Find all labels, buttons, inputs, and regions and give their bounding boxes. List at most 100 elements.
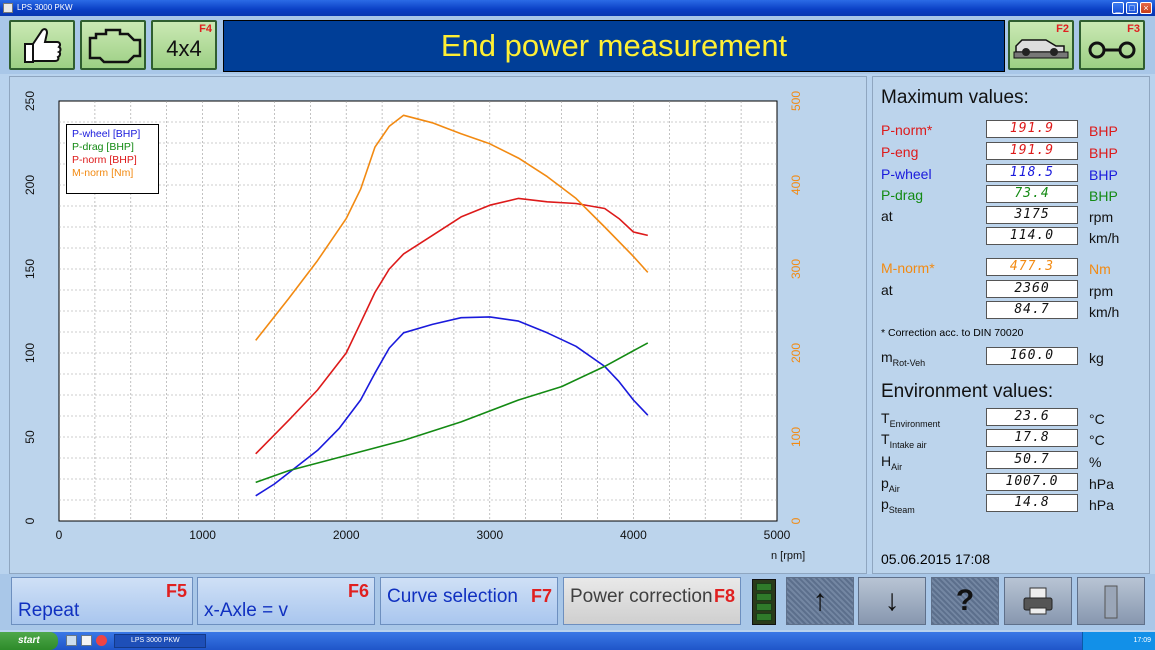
p-eng-row: P-eng 191.9 BHP (881, 142, 1146, 162)
legend-pdrag: P-drag [BHP] (72, 141, 134, 153)
taskbar-app-item[interactable]: LPS 3000 PKW (114, 634, 206, 648)
m-at-rpm-label: at (881, 282, 893, 298)
m-at-rpm-unit: rpm (1089, 283, 1114, 299)
h-air-label: HAir (881, 453, 903, 472)
m-at-kmh-value: 84.7 (986, 301, 1078, 319)
help-button[interactable]: ? (931, 577, 999, 625)
scroll-up-button[interactable]: ↑ (786, 577, 854, 625)
t-env-label: TEnvironment (881, 410, 941, 429)
datetime-stamp: 05.06.2015 17:08 (881, 551, 990, 567)
p-norm-value: 191.9 (986, 120, 1078, 138)
series-line-p-norm-bhp (255, 197, 648, 455)
page-title: End power measurement (223, 20, 1005, 72)
p-air-row: pAir 1007.0 hPa (881, 473, 1146, 494)
p-norm-label: P-norm* (881, 122, 933, 138)
h-air-unit: % (1089, 454, 1102, 470)
printer-icon (1023, 587, 1053, 615)
exit-button[interactable] (1077, 577, 1145, 625)
correction-note: * Correction acc. to DIN 70020 (881, 327, 1024, 339)
drive-4x4-button[interactable]: F4 4x4 (151, 20, 217, 70)
minimize-button[interactable]: _ (1112, 2, 1124, 14)
at-rpm-row: at 3175 rpm (881, 206, 1146, 226)
t-intake-label: TIntake air (881, 431, 927, 450)
p-eng-label: P-eng (881, 144, 919, 160)
y-left-tick-label: 250 (23, 91, 37, 111)
y-right-tick-label: 400 (789, 175, 803, 195)
x-axle-button[interactable]: F6 x-Axle = v (197, 577, 375, 625)
y-left-tick-label: 200 (23, 175, 37, 195)
arrow-down-icon: ↓ (884, 584, 900, 617)
values-panel: Maximum values: P-norm* 191.9 BHP P-eng … (872, 76, 1150, 574)
start-button[interactable]: start (0, 632, 58, 650)
close-button[interactable]: × (1140, 2, 1152, 14)
m-norm-label: M-norm* (881, 260, 935, 276)
p-drag-unit: BHP (1089, 188, 1118, 204)
max-values-heading: Maximum values: (881, 87, 1029, 108)
axle-button[interactable]: F3 (1079, 20, 1145, 70)
maximize-button[interactable]: □ (1126, 2, 1138, 14)
at-rpm-value: 3175 (986, 206, 1078, 224)
m-at-rpm-row: at 2360 rpm (881, 280, 1146, 300)
t-env-value: 23.6 (986, 408, 1078, 426)
p-steam-unit: hPa (1089, 497, 1114, 513)
t-env-row: TEnvironment 23.6 °C (881, 408, 1146, 429)
engine-button[interactable] (80, 20, 146, 70)
app-icon (3, 3, 13, 13)
y-right-tick-label: 200 (789, 343, 803, 363)
at-rpm-unit: rpm (1089, 209, 1114, 225)
environment-heading: Environment values: (881, 381, 1054, 402)
h-air-value: 50.7 (986, 451, 1078, 469)
m-norm-value: 477.3 (986, 258, 1078, 276)
y-right-tick-label: 0 (789, 517, 803, 524)
m-norm-row: M-norm* 477.3 Nm (881, 258, 1146, 278)
power-correction-button[interactable]: Power correction F8 (563, 577, 741, 625)
ok-button[interactable] (9, 20, 75, 70)
p-steam-value: 14.8 (986, 494, 1078, 512)
curve-selection-button[interactable]: Curve selection F7 (380, 577, 558, 625)
curve-selection-label: Curve selection (387, 586, 518, 607)
help-icon: ? (955, 584, 975, 617)
scroll-down-button[interactable]: ↓ (858, 577, 926, 625)
repeat-label: Repeat (18, 600, 80, 621)
power-correction-label: Power correction (570, 586, 713, 607)
x-tick-label: 3000 (476, 528, 503, 542)
x-axle-label: x-Axle = v (204, 600, 288, 621)
quicklaunch-icon-explorer[interactable] (81, 635, 92, 646)
p-drag-row: P-drag 73.4 BHP (881, 185, 1146, 205)
series-line-p-drag-bhp (255, 342, 649, 484)
legend-mnorm: M-norm [Nm] (72, 167, 134, 179)
drive-label: 4x4 (166, 36, 202, 61)
p-air-label: pAir (881, 475, 900, 494)
p-norm-row: P-norm* 191.9 BHP (881, 120, 1146, 140)
series-line-m-norm-nm (255, 114, 649, 341)
m-rot-row: mRot-Veh 160.0 kg (881, 347, 1146, 368)
y-left-tick-label: 0 (23, 517, 37, 524)
at-kmh-unit: km/h (1089, 230, 1120, 246)
window-titlebar: LPS 3000 PKW _ □ × (0, 0, 1155, 16)
bottom-toolbar: F5 Repeat F6 x-Axle = v Curve selection … (0, 574, 1155, 630)
power-chart-panel: 0 1000 2000 3000 4000 5000 n [rpm] 0 50 100 150 200… (9, 76, 867, 574)
repeat-button[interactable]: F5 Repeat (11, 577, 193, 625)
p-norm-unit: BHP (1089, 123, 1118, 139)
f4-key-label: F4 (199, 23, 212, 35)
quicklaunch-icon-desktop[interactable] (66, 635, 77, 646)
thumbs-up-icon (24, 28, 62, 63)
at-kmh-row: 114.0 km/h (881, 227, 1146, 247)
quicklaunch-icon-browser[interactable] (96, 635, 107, 646)
arrow-up-icon: ↑ (812, 584, 828, 617)
f5-key-label: F5 (165, 581, 187, 601)
door-icon (1104, 585, 1118, 619)
dyno-button[interactable]: F2 (1008, 20, 1074, 70)
p-eng-unit: BHP (1089, 145, 1118, 161)
print-button[interactable] (1004, 577, 1072, 625)
x-tick-label: 5000 (764, 528, 791, 542)
y-left-tick-label: 50 (23, 430, 37, 444)
os-taskbar: start LPS 3000 PKW 17:09 (0, 632, 1155, 650)
x-tick-label: 4000 (620, 528, 647, 542)
y-left-tick-label: 150 (23, 259, 37, 279)
engine-icon (88, 28, 142, 64)
p-wheel-unit: BHP (1089, 167, 1118, 183)
m-rot-value: 160.0 (986, 347, 1078, 365)
t-env-unit: °C (1089, 411, 1105, 427)
